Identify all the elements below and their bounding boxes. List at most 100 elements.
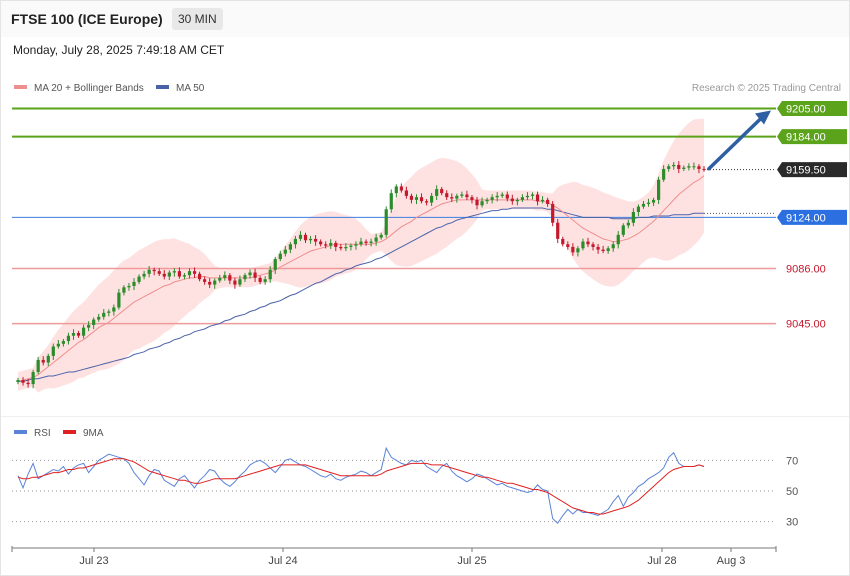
candle	[314, 235, 318, 246]
candle	[586, 237, 590, 248]
level-9205-tag	[777, 100, 847, 116]
rsi-lines	[17, 446, 705, 524]
candle	[480, 197, 484, 208]
candle	[268, 266, 272, 283]
ma20-legend-swatch	[14, 85, 27, 89]
level-9124-tag	[777, 209, 847, 225]
candle	[248, 269, 252, 279]
candle	[450, 193, 454, 203]
candle	[687, 163, 691, 171]
candle	[440, 186, 444, 196]
candle	[31, 369, 35, 389]
candle	[525, 192, 530, 201]
candle	[430, 192, 434, 207]
level-9045-label: 9045.00	[786, 319, 826, 331]
rsi-ma-legend-swatch	[63, 430, 76, 434]
candle	[334, 240, 338, 252]
candle	[92, 317, 96, 330]
candle	[112, 304, 116, 316]
candle	[424, 199, 429, 206]
candle	[203, 276, 207, 285]
candle	[616, 231, 620, 249]
candle	[187, 268, 192, 279]
candle	[329, 239, 333, 250]
candle	[551, 200, 555, 227]
forecast-arrow-shaft	[707, 113, 766, 171]
candle	[132, 278, 136, 291]
candle	[641, 200, 646, 209]
candle	[631, 208, 635, 227]
candle	[692, 162, 696, 170]
level-9159-5-label: 9159.50	[786, 165, 826, 177]
rsi-tick-label: 30	[786, 517, 798, 529]
candle	[324, 241, 328, 249]
candle	[515, 197, 519, 206]
candle	[535, 191, 540, 206]
x-tick-label: Jul 23	[79, 555, 108, 567]
candle	[137, 274, 141, 285]
x-tick-label: Jul 24	[268, 555, 297, 567]
candle	[278, 250, 282, 262]
candle	[576, 246, 580, 257]
candle	[394, 184, 398, 198]
level-9159-5-tag	[777, 162, 847, 178]
candle	[384, 206, 388, 238]
candle	[596, 243, 600, 254]
candle	[213, 278, 217, 289]
candle	[414, 194, 419, 205]
candle	[636, 204, 641, 217]
candle	[56, 340, 60, 349]
candle	[399, 183, 403, 193]
candle	[293, 235, 298, 249]
candle	[646, 198, 651, 207]
timeframe-button[interactable]: 30 MIN	[172, 8, 223, 30]
candle	[490, 194, 494, 204]
rsi-legend-label: RSI	[34, 428, 51, 439]
level-labels-layer: 9205.00 9184.00 9159.50 9124.00 9086.00 9045.…	[777, 100, 847, 331]
x-tick-label: Jul 28	[647, 555, 676, 567]
candle	[339, 243, 343, 251]
candle	[465, 190, 469, 201]
candle	[571, 243, 575, 256]
candle	[66, 332, 71, 345]
candle	[470, 195, 474, 204]
candle	[288, 242, 292, 254]
candle	[374, 233, 378, 246]
candle	[510, 194, 514, 205]
candle	[218, 274, 222, 283]
candle	[404, 186, 408, 199]
candle	[354, 241, 358, 250]
candle	[87, 321, 91, 332]
candle	[152, 267, 156, 276]
candle	[122, 285, 126, 296]
candle	[379, 232, 383, 240]
candle	[556, 218, 560, 244]
candle	[298, 231, 303, 242]
candle	[389, 189, 393, 213]
candle	[61, 338, 65, 347]
rsi-grid: 70 50 30	[12, 455, 798, 529]
candle	[177, 267, 182, 279]
candle	[233, 277, 237, 289]
candle	[601, 245, 605, 254]
candle	[162, 270, 166, 280]
candle	[606, 246, 610, 254]
candle	[626, 219, 630, 229]
candle	[697, 164, 701, 174]
candle	[651, 197, 656, 207]
candle	[672, 161, 676, 170]
candle	[192, 267, 197, 279]
candle	[147, 266, 151, 278]
candle	[455, 193, 459, 203]
rsi-line	[17, 446, 705, 524]
candle	[702, 165, 706, 172]
chart-datetime: Monday, July 28, 2025 7:49:18 AM CET	[13, 43, 225, 57]
candle	[657, 176, 661, 205]
candle	[97, 313, 101, 322]
candle	[253, 268, 257, 283]
candle	[182, 273, 187, 280]
candle	[273, 256, 277, 274]
candle	[546, 197, 550, 207]
candle	[505, 191, 509, 202]
